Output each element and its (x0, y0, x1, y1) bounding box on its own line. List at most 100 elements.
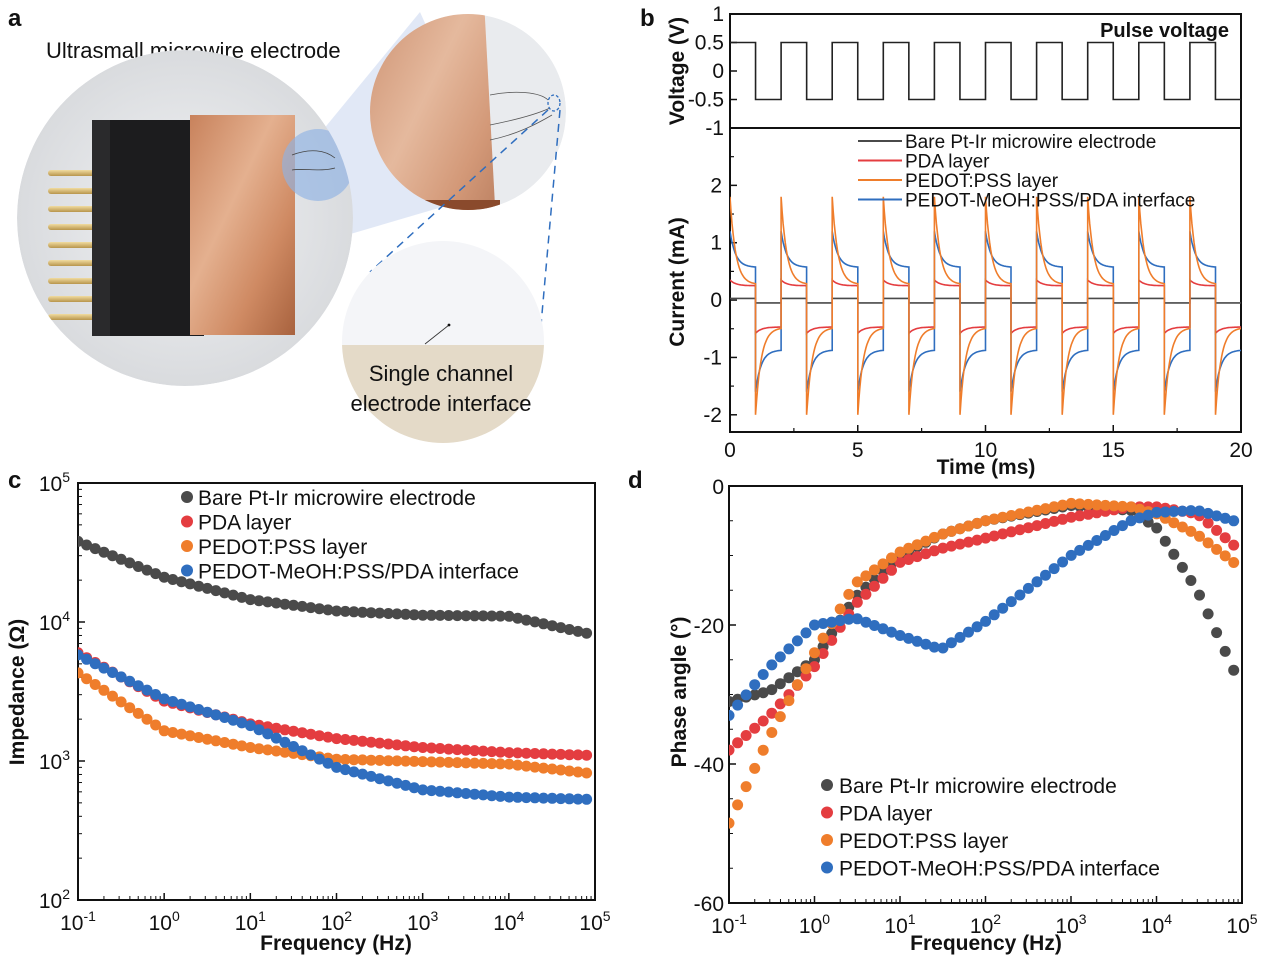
phase-point-interface (886, 626, 897, 638)
legend-marker (821, 779, 833, 791)
phase-point-pda (809, 661, 820, 673)
impedance-point-pda (400, 740, 412, 752)
legend-entry: PEDOT-MeOH:PSS/PDA interface (198, 561, 519, 584)
impedance-point-bare (236, 591, 248, 603)
impedance-point-pedot (219, 737, 231, 748)
legend-d: Bare Pt-Ir microwire electrode PDA layer P… (821, 775, 1160, 881)
phase-point-pedot (980, 515, 992, 527)
phase-point-pda (894, 556, 906, 568)
impedance-point-pda (581, 749, 593, 761)
phase-point-bare (1185, 575, 1197, 586)
phase-point-pedot (1168, 517, 1180, 529)
phase-point-interface (937, 642, 949, 654)
impedance-point-interface (313, 753, 325, 765)
impedance-point-pedot (382, 755, 394, 767)
legend-entry: PDA layer (839, 803, 932, 826)
phase-point-interface (757, 669, 769, 680)
impedance-point-interface (236, 717, 248, 729)
impedance-point-pedot (391, 755, 403, 767)
voltage-tick-label: -0.5 (688, 89, 724, 112)
impedance-point-interface (158, 693, 170, 705)
legend-entry: PDA layer (198, 512, 291, 535)
impedance-point-interface (339, 764, 351, 776)
current-tick-label: 1 (710, 232, 722, 255)
impedance-point-interface (201, 706, 213, 718)
legend-marker (181, 491, 193, 503)
d-x-tick-label: 103 (1055, 911, 1086, 938)
impedance-point-pedot (107, 690, 118, 702)
impedance-point-pda (374, 737, 386, 749)
impedance-point-pda (443, 743, 455, 755)
phase-point-pda (826, 634, 838, 646)
phase-point-pedot (877, 558, 889, 570)
impedance-point-bare (184, 578, 196, 590)
impedance-point-pedot (158, 725, 170, 737)
impedance-point-bare (167, 574, 179, 585)
phase-point-interface (766, 659, 778, 671)
impedance-point-pedot (503, 758, 515, 770)
impedance-point-bare (460, 610, 472, 622)
phase-point-interface (791, 635, 803, 647)
impedance-point-bare (81, 539, 93, 551)
impedance-point-interface (115, 671, 127, 683)
impedance-point-pda (296, 727, 308, 739)
phase-point-interface (826, 616, 838, 628)
impedance-point-interface (193, 704, 205, 715)
impedance-point-pda (331, 733, 343, 745)
current-tick-label: -1 (703, 346, 722, 369)
phase-series (729, 497, 1240, 829)
impedance-point-pedot (262, 744, 274, 756)
c-y-tick-label: 104 (39, 608, 70, 635)
phase-point-pda (1091, 507, 1103, 519)
impedance-point-pedot (89, 679, 101, 690)
impedance-axis-title: Impedance (Ω) (6, 619, 29, 765)
impedance-point-bare (279, 598, 291, 610)
phase-point-interface (1005, 596, 1017, 608)
time-tick-label: 15 (1102, 439, 1125, 462)
impedance-point-bare (408, 609, 420, 621)
phase-point-pda (766, 707, 778, 719)
phase-point-pedot (1117, 500, 1128, 512)
phase-point-pda (729, 744, 735, 756)
impedance-point-interface (98, 662, 110, 674)
phase-point-pda (928, 545, 940, 557)
phase-point-pda (911, 551, 923, 563)
d-x-tick-label: 105 (1226, 911, 1257, 938)
phase-point-interface (903, 632, 915, 644)
phase-point-pedot (732, 799, 744, 811)
phase-point-pedot (783, 695, 795, 707)
phase-point-pedot (800, 663, 812, 675)
impedance-point-interface (486, 790, 498, 802)
impedance-point-pda (270, 722, 282, 734)
phase-point-pda (945, 540, 957, 552)
legend-entry: PEDOT:PSS layer (198, 536, 367, 559)
phase-point-pedot (1022, 506, 1034, 518)
c-y-tick-label: 103 (39, 747, 70, 774)
phase-point-pda (860, 588, 872, 600)
impedance-point-pedot (115, 696, 127, 708)
phase-point-interface (1057, 556, 1069, 568)
impedance-point-interface (210, 709, 222, 721)
d-x-tick-label: 104 (1141, 911, 1172, 938)
impedance-point-pda (503, 747, 515, 759)
impedance-point-pedot (98, 684, 110, 696)
impedance-point-interface (400, 779, 412, 791)
pulse-voltage-title: Pulse voltage (1100, 20, 1229, 42)
phase-point-pda (740, 730, 752, 741)
phase-point-interface (851, 613, 863, 625)
c-x-tick-label: 104 (493, 908, 524, 935)
impedance-point-pda (288, 725, 299, 737)
photo-connector (17, 50, 353, 386)
impedance-point-bare (150, 568, 162, 580)
impedance-point-bare (546, 620, 558, 632)
phase-point-interface (1108, 525, 1120, 536)
phase-point-pda (1074, 510, 1086, 522)
impedance-point-interface (520, 792, 532, 804)
impedance-point-bare (520, 614, 532, 626)
legend-marker (181, 515, 193, 528)
impedance-point-bare (572, 625, 584, 637)
phase-point-interface (1202, 507, 1214, 519)
phase-point-interface (971, 621, 983, 633)
phase-point-interface (988, 609, 1000, 621)
